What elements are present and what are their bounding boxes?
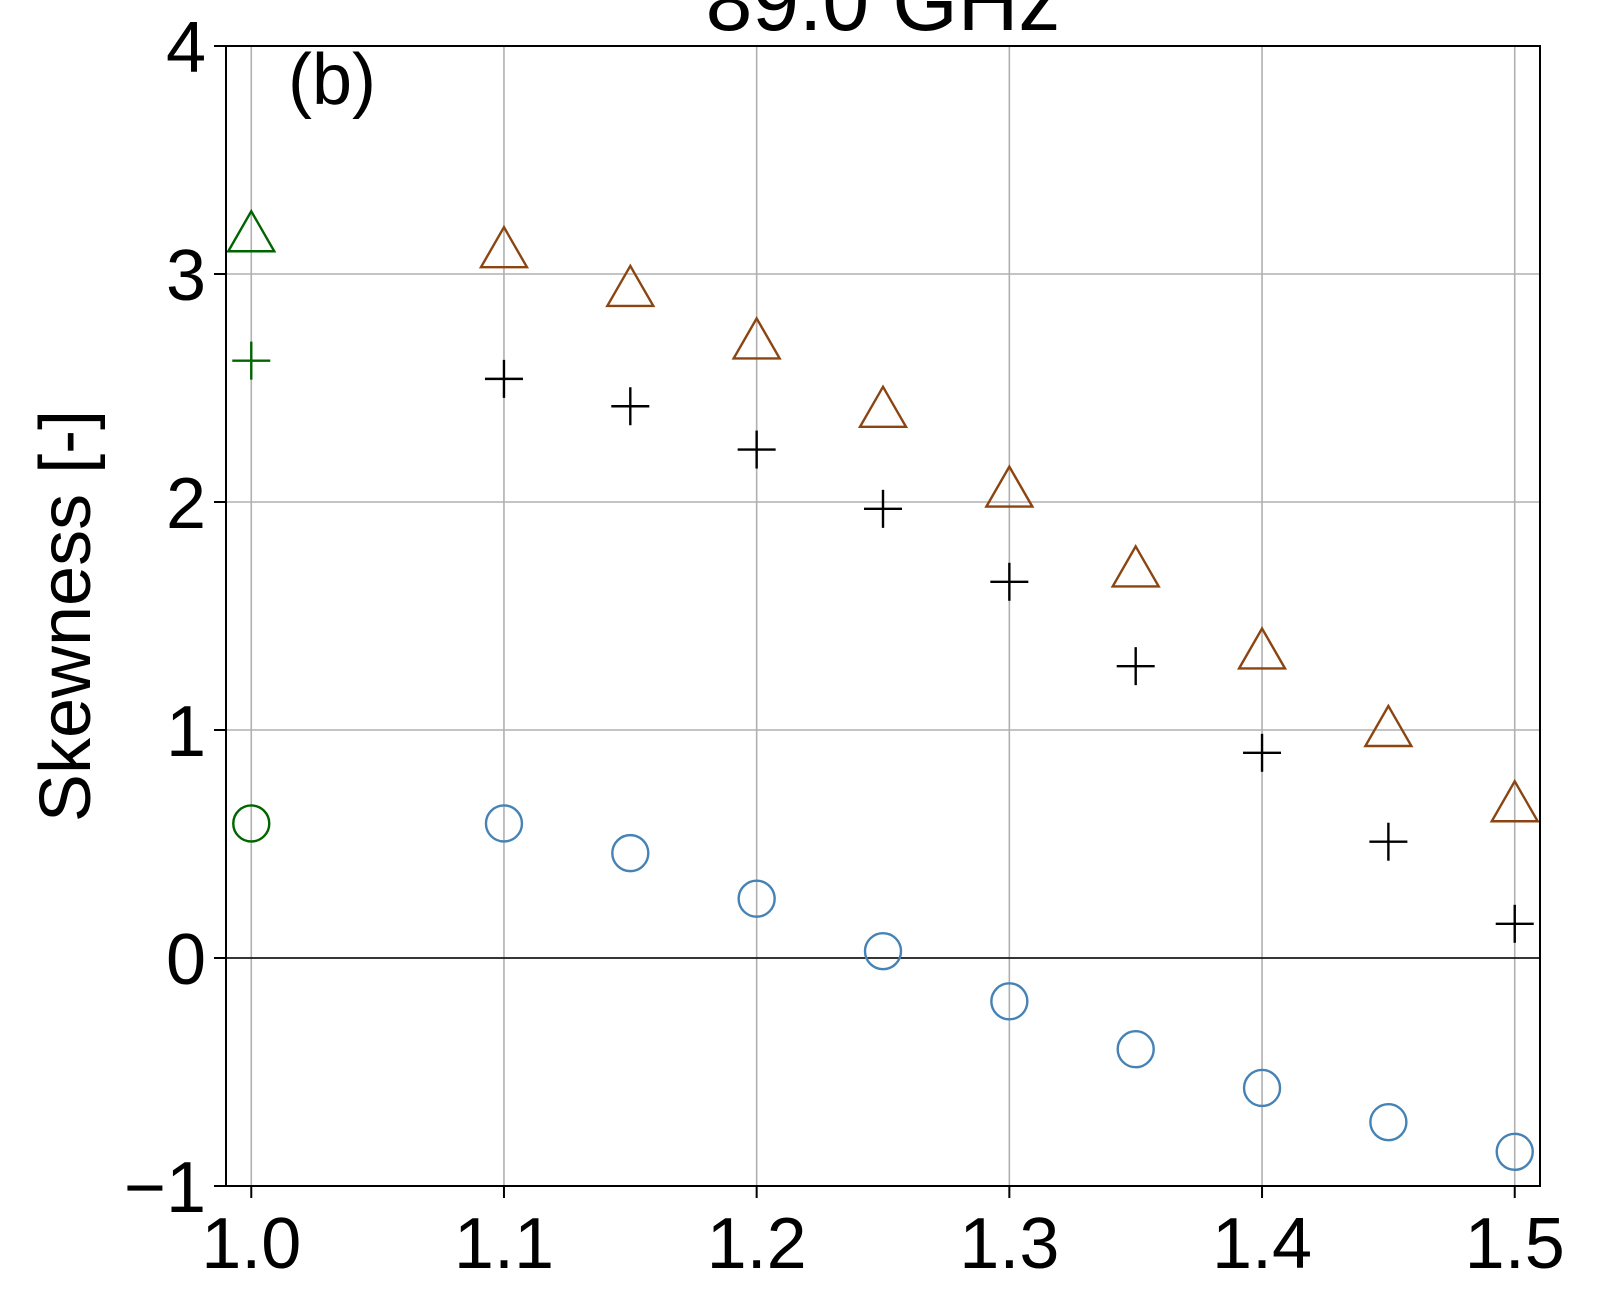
y-tick-label: 0 <box>166 920 206 1000</box>
triangle-marker <box>478 224 530 269</box>
x-tick-label: 1.3 <box>959 1204 1059 1284</box>
circle-marker <box>1242 1068 1282 1108</box>
plus-marker <box>611 387 650 426</box>
circle-marker <box>1495 1132 1534 1172</box>
y-axis-label: Skewness [-] <box>26 410 106 822</box>
circle-marker <box>990 982 1029 1021</box>
plus-marker <box>1369 822 1408 861</box>
y-tick-label: 3 <box>166 236 206 316</box>
x-tick-label: 1.5 <box>1465 1204 1565 1284</box>
circle-marker <box>1369 1102 1408 1142</box>
data-points <box>226 208 1540 1172</box>
chart-title: 89.0 GHz <box>706 0 1061 48</box>
circle-marker <box>863 931 903 971</box>
plus-marker <box>1116 647 1155 686</box>
circle-marker <box>1116 1029 1155 1069</box>
y-tick-label: 4 <box>166 8 206 88</box>
triangle-marker <box>857 384 909 428</box>
triangle-marker <box>605 263 656 308</box>
axis-ticks: 1.0 1.1 1.2 1.3 1.4 1.5 −1 0 1 2 3 4 <box>124 8 1565 1284</box>
grid-lines <box>226 46 1540 1186</box>
x-tick-label: 1.1 <box>454 1204 554 1284</box>
triangle-marker <box>1236 626 1288 670</box>
plus-marker <box>1495 904 1534 943</box>
plus-marker <box>232 341 271 380</box>
circle-marker <box>484 804 524 843</box>
y-tick-label: 2 <box>166 464 206 544</box>
plus-marker <box>990 562 1029 601</box>
triangle-marker <box>1110 543 1161 588</box>
circle-marker <box>737 879 776 918</box>
plus-marker <box>737 430 776 469</box>
plus-marker <box>864 489 902 528</box>
panel-label: (b) <box>288 40 376 120</box>
x-tick-label: 1.2 <box>707 1204 807 1284</box>
triangle-marker <box>1489 778 1540 823</box>
plus-marker <box>1243 733 1282 772</box>
x-tick-label: 1.4 <box>1212 1204 1312 1284</box>
circle-marker <box>232 804 271 843</box>
plot-frame <box>225 45 1541 1187</box>
plus-marker <box>484 359 523 398</box>
x-tick-label: 1.0 <box>201 1204 301 1284</box>
y-tick-label: −1 <box>124 1148 206 1228</box>
triangle-marker <box>984 464 1035 508</box>
circle-marker <box>611 833 650 873</box>
triangle-marker <box>731 315 782 360</box>
y-tick-label: 1 <box>166 692 206 772</box>
triangle-marker <box>226 208 277 253</box>
triangle-marker <box>1363 703 1414 748</box>
